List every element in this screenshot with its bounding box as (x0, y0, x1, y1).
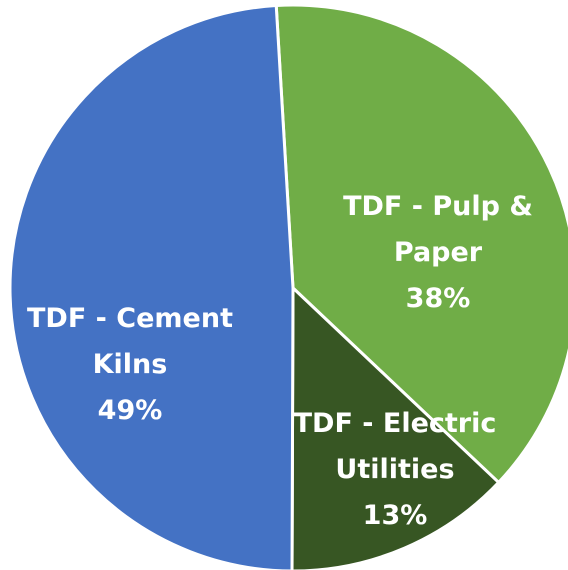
pie-slice (274, 3, 568, 485)
value-label: 38% (405, 283, 471, 314)
pie-slice (8, 3, 295, 570)
value-label: 49% (97, 395, 163, 426)
slice-label: TDF - Pulp & Paper 38% (318, 178, 558, 328)
category-label: TDF - Cement Kilns (27, 303, 233, 380)
label-box: TDF - Electric Utilities 13% (275, 395, 515, 545)
value-label: 13% (362, 500, 428, 531)
label-box: TDF - Cement Kilns 49% (0, 290, 260, 440)
pie-slice (290, 284, 501, 570)
category-label: TDF - Electric Utilities (293, 408, 497, 485)
slice-label: TDF - Electric Utilities 13% (275, 395, 515, 545)
category-label: TDF - Pulp & Paper (343, 191, 533, 268)
slice-label: TDF - Cement Kilns 49% (0, 290, 260, 440)
label-box: TDF - Pulp & Paper 38% (318, 178, 558, 328)
